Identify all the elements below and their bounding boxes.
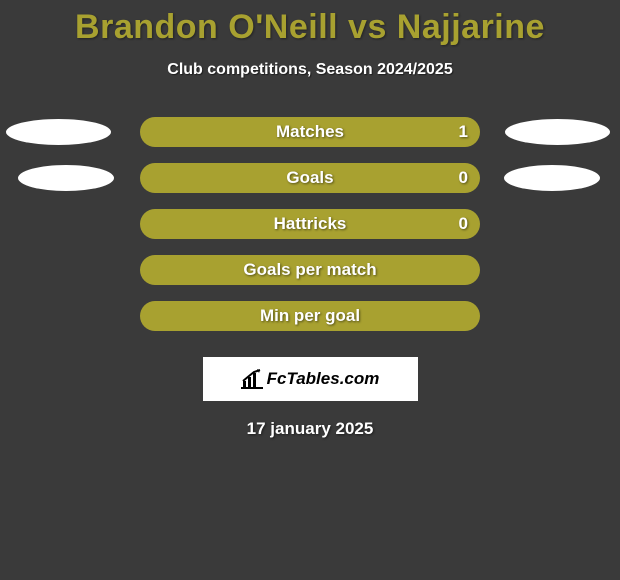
ellipse-right-icon <box>505 119 610 145</box>
stat-label: Goals <box>286 168 333 188</box>
page-title: Brandon O'Neill vs Najjarine <box>0 0 620 47</box>
stat-bar: Matches 1 <box>140 117 480 147</box>
stat-value: 0 <box>459 214 468 234</box>
stat-row: Goals per match <box>0 247 620 293</box>
stat-row: Min per goal <box>0 293 620 339</box>
subtitle: Club competitions, Season 2024/2025 <box>0 61 620 79</box>
stat-row: Goals 0 <box>0 155 620 201</box>
brand-logo: FcTables.com <box>203 357 418 401</box>
ellipse-right-icon <box>504 165 600 191</box>
stat-label: Matches <box>276 122 344 142</box>
stat-value: 1 <box>459 122 468 142</box>
ellipse-left-icon <box>18 165 114 191</box>
date-text: 17 january 2025 <box>0 419 620 439</box>
brand-text: FcTables.com <box>267 369 380 389</box>
stat-label: Hattricks <box>274 214 347 234</box>
stat-bar: Goals per match <box>140 255 480 285</box>
stat-bar: Hattricks 0 <box>140 209 480 239</box>
stat-bar: Goals 0 <box>140 163 480 193</box>
stat-label: Goals per match <box>243 260 376 280</box>
chart-icon <box>241 369 263 389</box>
stat-row: Matches 1 <box>0 109 620 155</box>
stat-bars: Matches 1 Goals 0 Hattricks 0 Goals per … <box>0 109 620 339</box>
ellipse-left-icon <box>6 119 111 145</box>
stat-value: 0 <box>459 168 468 188</box>
stat-label: Min per goal <box>260 306 360 326</box>
stat-bar: Min per goal <box>140 301 480 331</box>
stat-row: Hattricks 0 <box>0 201 620 247</box>
